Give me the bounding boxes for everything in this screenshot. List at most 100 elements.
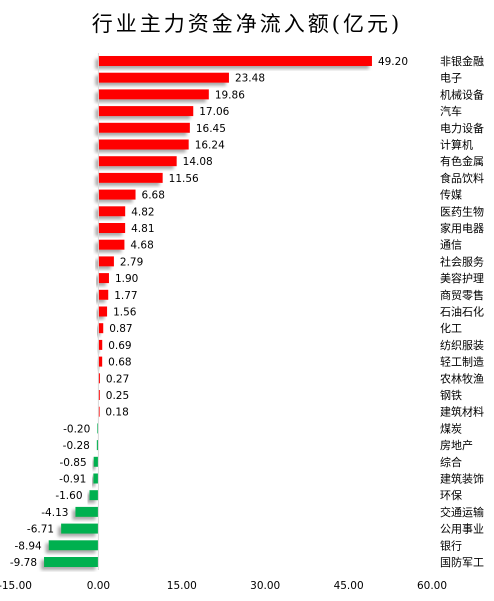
category-label: 社会服务 [440,254,484,268]
bar-8 [98,189,136,200]
value-label: 1.56 [113,307,137,319]
value-label: 1.77 [114,290,137,302]
bar-16 [98,323,104,334]
category-label: 银行 [440,538,462,552]
category-label: 美容护理 [440,271,484,285]
value-label: -0.20 [63,423,90,435]
category-label: 非银金融 [440,54,484,68]
value-label: 0.25 [106,390,129,402]
bar-28 [61,523,99,534]
bar-9 [98,206,126,217]
bar-5 [98,139,189,150]
value-label: -6.71 [27,524,54,536]
value-label: 6.68 [142,190,165,202]
value-label: 2.79 [120,256,143,268]
value-label: 0.18 [105,407,128,419]
bar-15 [98,306,108,317]
bar-18 [98,356,103,367]
bar-1 [98,72,229,83]
category-label: 轻工制造 [440,355,484,369]
value-label: 16.24 [195,140,225,152]
category-label: 传媒 [440,189,462,202]
x-tick-label: 30.00 [250,580,280,592]
value-label: 11.56 [169,173,199,185]
bar-6 [98,156,177,167]
bar-23 [96,440,99,451]
bar-27 [75,506,99,517]
bar-25 [93,473,99,484]
bar-13 [98,273,109,284]
bar-22 [97,423,99,434]
category-label: 计算机 [440,138,473,152]
bar-20 [98,390,100,400]
category-label: 钢铁 [440,389,462,402]
value-label: -4.13 [41,507,68,519]
bar-17 [98,339,103,350]
category-label: 农林牧渔 [440,371,484,385]
category-label: 建筑装饰 [440,472,484,486]
bar-29 [48,540,99,551]
value-label: 0.27 [106,373,129,385]
x-tick-label: 0.00 [87,580,110,592]
category-label: 商贸零售 [440,288,484,302]
bar-7 [98,172,163,183]
bar-24 [93,456,99,467]
value-label: -0.85 [59,457,86,469]
bar-3 [98,106,194,117]
category-label: 食品饮料 [440,171,484,185]
chart-title: 行业主力资金净流入额(亿元) [91,12,403,36]
value-label: 4.81 [131,223,154,235]
value-label: 0.68 [108,357,131,369]
value-label: 17.06 [199,106,229,118]
value-label: 0.87 [109,323,132,335]
bar-26 [89,490,99,501]
value-label: -0.28 [63,440,90,452]
category-label: 石油石化 [440,305,484,319]
value-label: 1.90 [115,273,138,285]
category-label: 建筑材料 [440,405,484,419]
category-label: 煤炭 [440,422,462,435]
category-label: 公用事业 [440,523,484,536]
category-label: 化工 [440,321,462,335]
category-label: 机械设备 [440,87,484,101]
category-label: 家用电器 [440,221,484,235]
bar-11 [98,239,125,250]
bar-30 [44,557,99,567]
value-label: 19.86 [215,89,245,101]
bar-4 [98,122,190,133]
bar-12 [98,256,114,267]
category-label: 电子 [440,72,462,85]
x-tick-label: -15.00 [0,580,32,592]
value-label: -1.60 [55,490,82,502]
bar-19 [98,373,100,384]
category-label: 环保 [440,488,462,502]
category-label: 交通运输 [440,505,484,519]
category-label: 综合 [440,455,462,469]
x-tick-label: 15.00 [167,580,197,592]
category-label: 通信 [440,239,462,252]
value-label: -9.78 [10,557,37,569]
category-label: 国防军工 [440,555,484,569]
value-label: 4.68 [130,240,153,252]
value-label: 23.48 [235,73,265,85]
value-label: 0.69 [108,340,131,352]
bar-14 [98,289,109,300]
category-label: 医药生物 [440,204,484,218]
bar-0 [98,56,372,66]
value-label: 16.45 [196,123,226,135]
x-tick-label: 60.00 [417,580,447,592]
bar-10 [98,223,126,233]
category-label: 汽车 [440,104,462,118]
category-label: 有色金属 [440,154,484,168]
bar-21 [98,406,100,417]
value-label: 14.08 [183,156,213,168]
category-label: 房地产 [440,438,473,452]
x-tick-label: 45.00 [334,580,364,592]
category-label: 纺织服装 [440,338,484,352]
value-label: 49.20 [378,56,408,68]
value-label: -8.94 [15,540,42,552]
value-label: -0.91 [59,474,86,486]
category-label: 电力设备 [440,121,484,135]
value-label: 4.82 [131,206,154,218]
